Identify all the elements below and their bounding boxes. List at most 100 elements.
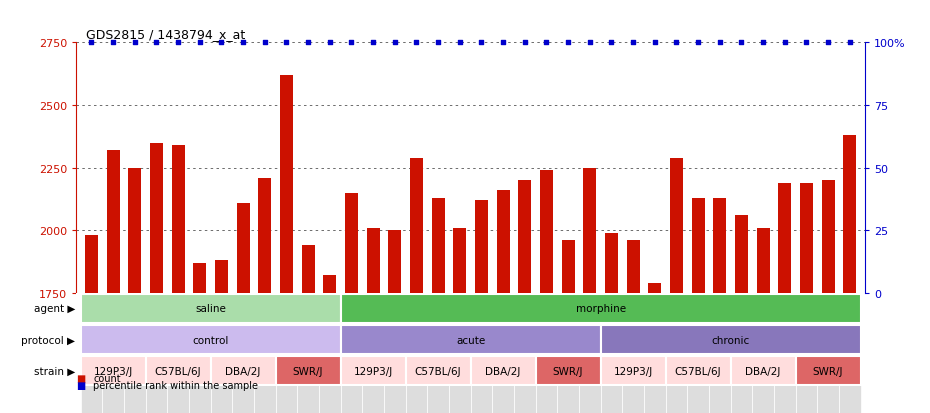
Point	[799, 40, 814, 47]
Bar	[735, 216, 748, 413]
Text: saline: saline	[195, 304, 226, 314]
Bar	[128, 169, 141, 413]
Text: GSM187976: GSM187976	[197, 296, 203, 338]
Point	[387, 40, 402, 47]
Text: GSM188000: GSM188000	[846, 296, 853, 338]
Bar	[518, 181, 531, 413]
Point	[300, 40, 315, 47]
Bar	[81, 356, 146, 386]
Text: ■: ■	[76, 373, 86, 383]
Point	[170, 40, 185, 47]
Bar	[800, 183, 813, 413]
Text: GSM187983: GSM187983	[219, 296, 224, 338]
Text: GSM187998: GSM187998	[804, 296, 809, 338]
Bar	[731, 356, 795, 386]
Point	[517, 40, 532, 47]
Point	[843, 40, 857, 47]
Bar	[298, 293, 319, 413]
Bar	[622, 293, 644, 413]
Bar	[713, 198, 726, 413]
Text: GSM187990: GSM187990	[760, 296, 766, 338]
Bar	[124, 293, 146, 413]
Bar	[844, 136, 857, 413]
Text: strain ▶: strain ▶	[33, 366, 75, 376]
Bar	[366, 228, 379, 413]
Text: SWR/J: SWR/J	[293, 366, 324, 376]
Bar	[275, 356, 340, 386]
Bar	[363, 293, 384, 413]
Bar	[107, 151, 120, 413]
Point	[214, 40, 229, 47]
Bar	[692, 198, 705, 413]
Bar	[557, 293, 578, 413]
Bar	[85, 236, 98, 413]
Point	[84, 40, 99, 47]
Bar	[319, 293, 340, 413]
Text: DBA/2J: DBA/2J	[745, 366, 781, 376]
Text: C57BL/6J: C57BL/6J	[154, 366, 202, 376]
Bar	[384, 293, 405, 413]
Bar	[471, 356, 536, 386]
Text: GSM187992: GSM187992	[284, 296, 289, 338]
Bar	[666, 356, 731, 386]
Bar	[578, 293, 601, 413]
Point	[258, 40, 272, 47]
Text: GSM187970: GSM187970	[392, 296, 398, 338]
Bar	[236, 203, 249, 413]
Text: agent ▶: agent ▶	[33, 304, 75, 314]
Bar	[254, 293, 275, 413]
Bar	[536, 293, 557, 413]
Point	[127, 40, 142, 47]
Bar	[340, 294, 860, 324]
Text: GSM187978: GSM187978	[435, 296, 441, 338]
Text: C57BL/6J: C57BL/6J	[415, 366, 461, 376]
Bar	[540, 171, 553, 413]
Text: GSM187977: GSM187977	[414, 296, 419, 338]
Bar	[388, 231, 401, 413]
Bar	[324, 276, 337, 413]
Bar	[536, 356, 601, 386]
Point	[365, 40, 380, 47]
Bar	[340, 325, 601, 354]
Bar	[405, 293, 427, 413]
Bar	[345, 193, 358, 413]
Point	[149, 40, 164, 47]
Text: GSM187981: GSM187981	[695, 296, 701, 338]
Point	[712, 40, 727, 47]
Bar	[301, 246, 314, 413]
Bar	[146, 356, 210, 386]
Text: SWR/J: SWR/J	[552, 366, 583, 376]
Point	[561, 40, 576, 47]
Point	[193, 40, 207, 47]
Bar	[627, 241, 640, 413]
Bar	[259, 178, 272, 413]
Text: GSM187973: GSM187973	[652, 296, 658, 338]
Text: GSM187999: GSM187999	[825, 296, 831, 338]
Text: GSM187988: GSM187988	[522, 296, 527, 338]
Bar	[731, 293, 752, 413]
Bar	[275, 293, 298, 413]
Point	[279, 40, 294, 47]
Point	[669, 40, 684, 47]
Bar	[817, 293, 839, 413]
Text: GSM187974: GSM187974	[153, 296, 159, 338]
Bar	[150, 143, 163, 413]
Text: GSM187968: GSM187968	[349, 296, 354, 338]
Point	[647, 40, 662, 47]
Point	[452, 40, 467, 47]
Text: 129P3/J: 129P3/J	[353, 366, 392, 376]
Point	[431, 40, 445, 47]
Bar	[193, 263, 206, 413]
Bar	[492, 293, 514, 413]
Bar	[583, 169, 596, 413]
Text: GSM187972: GSM187972	[630, 296, 636, 338]
Bar	[601, 325, 860, 354]
Bar	[146, 293, 167, 413]
Text: GSM187989: GSM187989	[738, 296, 744, 338]
Text: GSM187984: GSM187984	[240, 296, 246, 338]
Bar	[709, 293, 731, 413]
Bar	[497, 191, 510, 413]
Bar	[795, 356, 860, 386]
Text: GSM187969: GSM187969	[370, 296, 376, 338]
Bar	[453, 228, 466, 413]
